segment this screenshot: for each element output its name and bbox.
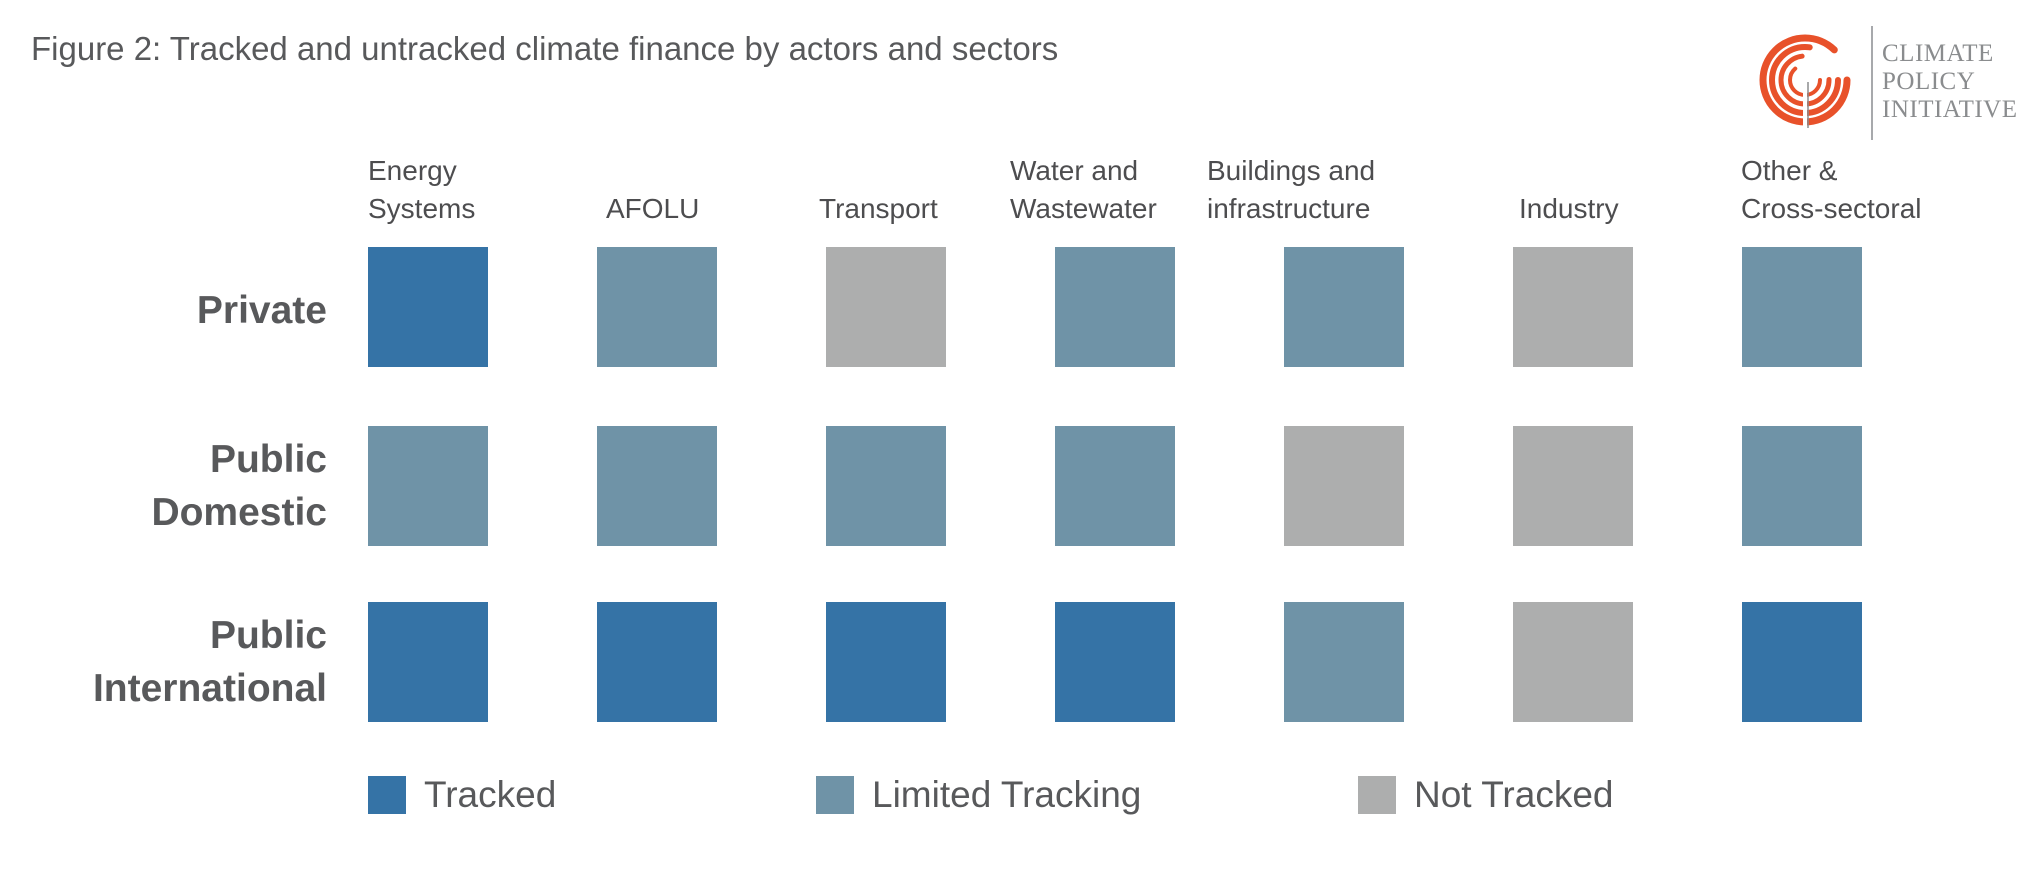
column-label-line: infrastructure: [1207, 193, 1371, 224]
logo-divider: [1871, 26, 1873, 140]
heatmap-cell: [368, 602, 488, 722]
column-label-line: Water and: [1010, 155, 1139, 186]
column-label: Transport: [819, 190, 938, 228]
heatmap-cell: [826, 426, 946, 546]
column-label: Other & Cross-sectoral: [1741, 152, 1921, 228]
heatmap-cell: [1742, 426, 1862, 546]
column-label: Water and Wastewater: [1010, 152, 1157, 228]
row-label-line: Public: [209, 438, 327, 481]
column-label-line: Transport: [819, 193, 938, 224]
column-label-line: Energy: [368, 155, 457, 186]
column-label-line: Wastewater: [1010, 193, 1157, 224]
column-label-line: Buildings and: [1207, 155, 1376, 186]
heatmap-cell: [826, 247, 946, 367]
row-label: Public Domestic: [151, 433, 327, 539]
heatmap-cell: [1284, 247, 1404, 367]
legend-label-not: Not Tracked: [1414, 774, 1614, 815]
column-label: Industry: [1519, 190, 1619, 228]
heatmap-cell: [368, 426, 488, 546]
heatmap-cell: [597, 247, 717, 367]
heatmap-cell: [597, 602, 717, 722]
row-label: Public International: [93, 609, 327, 715]
heatmap-cell: [1055, 247, 1175, 367]
heatmap-cell: [1284, 602, 1404, 722]
row-label-line: Public: [209, 614, 327, 657]
legend-label-tracked: Tracked: [424, 774, 557, 815]
legend-swatch-tracked: [368, 776, 406, 814]
heatmap-cell: [1055, 426, 1175, 546]
heatmap-cell: [1055, 602, 1175, 722]
column-label-line: AFOLU: [606, 193, 700, 224]
column-label: Buildings and infrastructure: [1207, 152, 1375, 228]
legend-label-limited: Limited Tracking: [872, 774, 1142, 815]
row-label-line: International: [92, 667, 327, 710]
heatmap-cell: [826, 602, 946, 722]
heatmap-cell: [1513, 426, 1633, 546]
column-label: AFOLU: [606, 190, 699, 228]
swirl-logo-icon: [1759, 34, 1851, 128]
column-label-line: Systems: [368, 193, 476, 224]
column-label-line: Industry: [1519, 193, 1619, 224]
row-label: Private: [197, 284, 327, 337]
climate-policy-initiative-logo: CLIMATE POLICY INITIATIVE: [1758, 26, 2038, 140]
heatmap-cell: [1513, 602, 1633, 722]
heatmap-cell: [1742, 602, 1862, 722]
logo-line-2: POLICY: [1882, 68, 1976, 95]
heatmap-cell: [368, 247, 488, 367]
logo-line-1: CLIMATE: [1882, 40, 1994, 67]
row-label-line: Domestic: [151, 491, 327, 534]
figure-title: Figure 2: Tracked and untracked climate …: [31, 30, 1059, 67]
column-label-line: Cross-sectoral: [1741, 193, 1922, 224]
logo-wordmark: CLIMATE POLICY INITIATIVE: [1882, 40, 2018, 124]
legend-swatch-limited: [816, 776, 854, 814]
heatmap-cell: [1742, 247, 1862, 367]
logo-line-3: INITIATIVE: [1882, 96, 2018, 123]
heatmap-cell: [597, 426, 717, 546]
heatmap-cell: [1513, 247, 1633, 367]
column-label-line: Other &: [1741, 155, 1838, 186]
row-label-line: Private: [196, 288, 327, 332]
column-label: Energy Systems: [368, 152, 475, 228]
heatmap-cell: [1284, 426, 1404, 546]
legend-swatch-not: [1358, 776, 1396, 814]
